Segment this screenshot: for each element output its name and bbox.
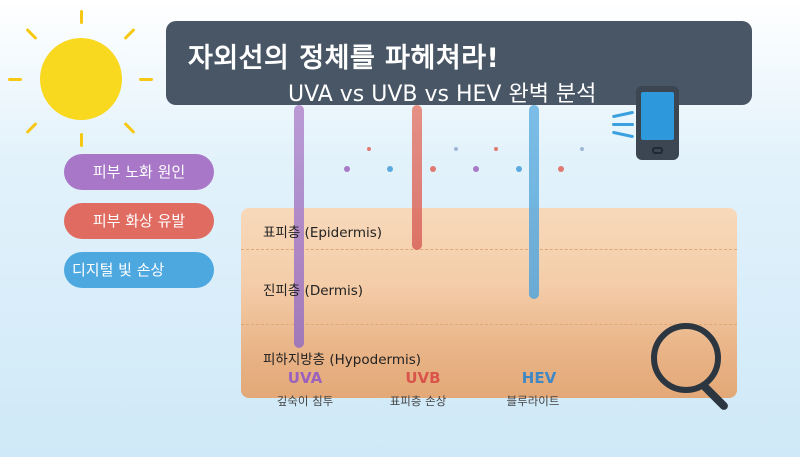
particle-dot (558, 166, 564, 172)
sun-ray (25, 27, 38, 41)
epidermis-label: 표피층 (Epidermis) (263, 225, 383, 241)
dermis-label: 진피층 (Dermis) (263, 283, 364, 299)
particle-dot (516, 166, 522, 172)
uva-beam (294, 105, 304, 348)
sun-ray (123, 121, 136, 135)
hev-effect-pill: 디지털 빛 손상 (64, 252, 214, 288)
sun-ray (80, 10, 83, 24)
uvb-beam (412, 105, 422, 250)
particle-dot (344, 166, 350, 172)
layer-divider (241, 324, 737, 325)
particle-dot (367, 147, 371, 151)
sun-ray (8, 78, 22, 81)
light-ray (611, 110, 635, 119)
page-subtitle: UVA vs UVB vs HEV 완벽 분석 (288, 82, 597, 107)
phone-screen (641, 92, 674, 140)
sun-ray (80, 133, 83, 147)
particle-dot (387, 166, 393, 172)
particle-dot (430, 166, 436, 172)
hev-beam (529, 105, 539, 299)
sun-icon (40, 38, 122, 120)
light-ray (611, 130, 635, 139)
sun-ray (123, 27, 136, 41)
magnifier-icon (651, 323, 721, 393)
page-title: 자외선의 정체를 파헤쳐라! (188, 43, 500, 74)
hypodermis-label: 피하지방층 (Hypodermis) (263, 352, 422, 368)
uva-desc: 깊숙이 침투 (276, 394, 334, 408)
uvb-desc: 표피층 손상 (389, 394, 447, 408)
particle-dot (494, 147, 498, 151)
hev-desc: 블루라이트 (506, 394, 560, 408)
uvb-effect-pill: 피부 화상 유발 (64, 203, 214, 239)
uva-name: UVA (287, 369, 323, 387)
light-ray (612, 123, 634, 126)
sun-ray (139, 78, 153, 81)
phone-home-button (652, 147, 663, 154)
uvb-name: UVB (405, 369, 441, 387)
layer-divider (241, 249, 737, 250)
uva-effect-pill: 피부 노화 원인 (64, 154, 214, 190)
sun-ray (25, 121, 38, 135)
particle-dot (454, 147, 458, 151)
particle-dot (473, 166, 479, 172)
particle-dot (580, 147, 584, 151)
hev-name: HEV (521, 369, 557, 387)
